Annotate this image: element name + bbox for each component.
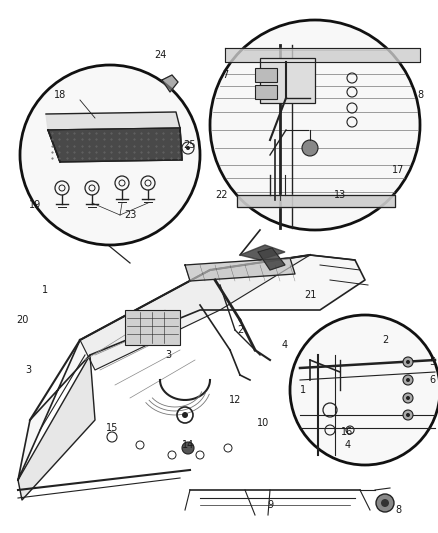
- Text: 23: 23: [124, 210, 136, 220]
- Polygon shape: [225, 48, 420, 62]
- Circle shape: [376, 494, 394, 512]
- Text: 8: 8: [395, 505, 401, 515]
- FancyBboxPatch shape: [255, 68, 277, 82]
- Text: 8: 8: [417, 90, 423, 100]
- Circle shape: [406, 413, 410, 417]
- Circle shape: [182, 412, 188, 418]
- Circle shape: [403, 375, 413, 385]
- Text: 6: 6: [429, 375, 435, 385]
- Circle shape: [403, 393, 413, 403]
- FancyBboxPatch shape: [255, 85, 277, 99]
- Text: 19: 19: [29, 200, 41, 210]
- Text: 1: 1: [42, 285, 48, 295]
- Text: 2: 2: [237, 325, 243, 335]
- Text: 18: 18: [54, 90, 66, 100]
- Polygon shape: [162, 75, 178, 92]
- Polygon shape: [80, 255, 310, 370]
- Text: 9: 9: [267, 500, 273, 510]
- Text: 3: 3: [165, 350, 171, 360]
- Text: 1: 1: [300, 385, 306, 395]
- Circle shape: [403, 410, 413, 420]
- Text: 15: 15: [106, 423, 118, 433]
- Text: 5: 5: [429, 357, 435, 367]
- Text: 14: 14: [182, 440, 194, 450]
- Text: 17: 17: [392, 165, 404, 175]
- Polygon shape: [18, 355, 95, 500]
- Text: 24: 24: [154, 50, 166, 60]
- Circle shape: [290, 315, 438, 465]
- Polygon shape: [185, 258, 295, 281]
- Text: 12: 12: [229, 395, 241, 405]
- Text: 13: 13: [334, 190, 346, 200]
- Text: 7: 7: [222, 70, 228, 80]
- Circle shape: [210, 20, 420, 230]
- Polygon shape: [48, 128, 182, 162]
- Text: 10: 10: [257, 418, 269, 428]
- Text: 3: 3: [25, 365, 31, 375]
- Polygon shape: [240, 245, 285, 260]
- Circle shape: [182, 442, 194, 454]
- FancyBboxPatch shape: [125, 310, 180, 345]
- FancyBboxPatch shape: [260, 58, 315, 103]
- Polygon shape: [46, 112, 180, 130]
- Circle shape: [406, 378, 410, 382]
- Text: 4: 4: [282, 340, 288, 350]
- Text: 16: 16: [341, 427, 353, 437]
- Text: 20: 20: [16, 315, 28, 325]
- Circle shape: [406, 360, 410, 364]
- Circle shape: [186, 146, 190, 150]
- Text: 21: 21: [304, 290, 316, 300]
- Polygon shape: [258, 248, 285, 270]
- Text: 22: 22: [216, 190, 228, 200]
- Circle shape: [403, 357, 413, 367]
- Circle shape: [406, 396, 410, 400]
- Text: 4: 4: [345, 440, 351, 450]
- Polygon shape: [237, 195, 395, 207]
- Circle shape: [302, 140, 318, 156]
- Polygon shape: [18, 255, 365, 480]
- Circle shape: [20, 65, 200, 245]
- Circle shape: [381, 499, 389, 507]
- Text: 25: 25: [184, 140, 196, 150]
- Text: 2: 2: [382, 335, 388, 345]
